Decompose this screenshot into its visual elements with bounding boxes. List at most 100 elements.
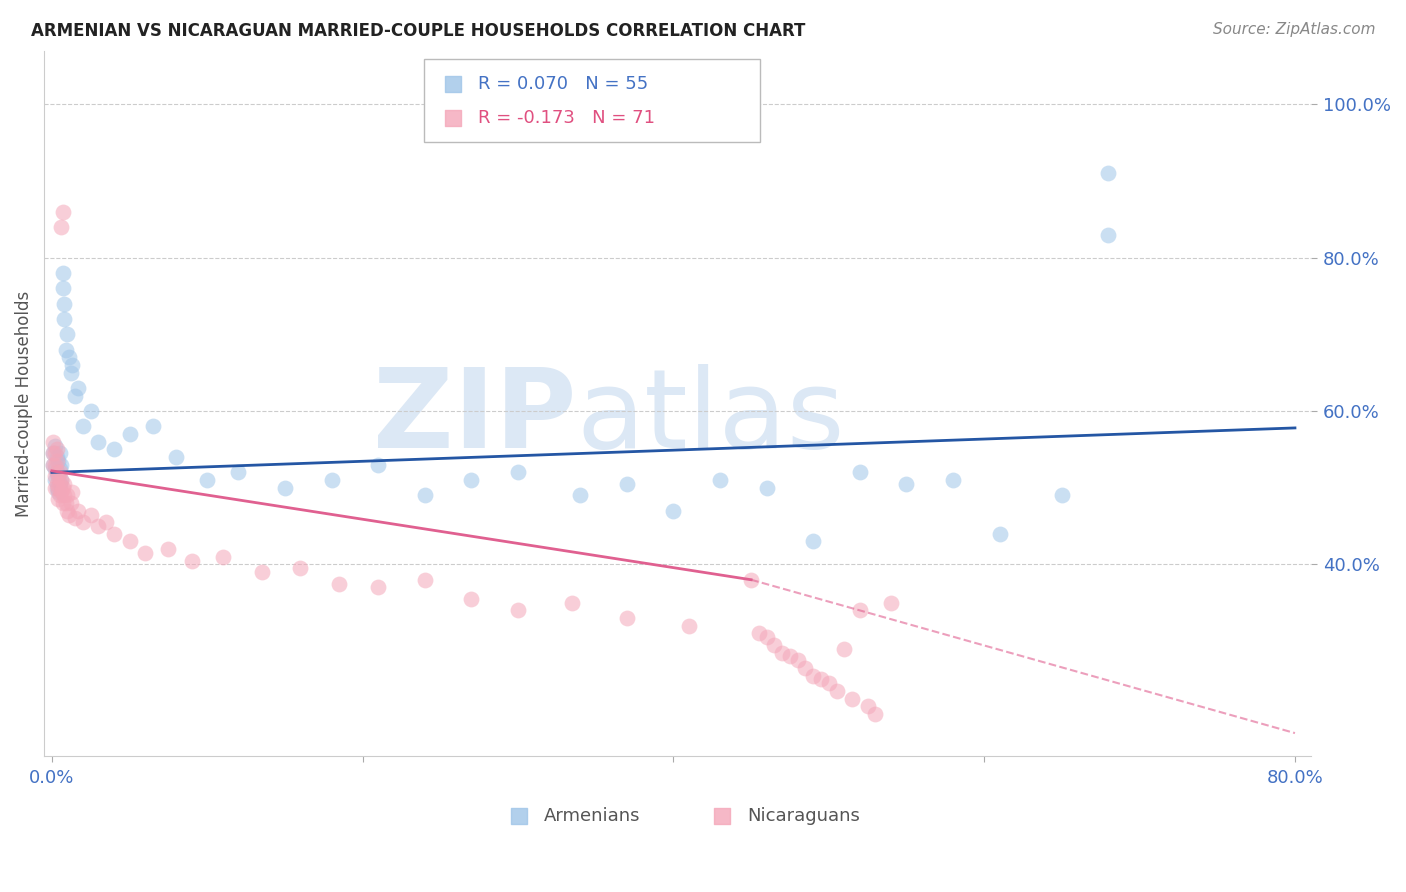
Point	[44, 469, 66, 483]
Point	[67, 381, 90, 395]
Point	[616, 611, 638, 625]
Point	[46, 492, 69, 507]
Point	[46, 481, 69, 495]
Text: Nicaraguans: Nicaraguans	[747, 807, 860, 825]
Point	[195, 473, 218, 487]
Point	[45, 466, 67, 480]
Point	[52, 204, 75, 219]
Point	[55, 496, 77, 510]
Point	[786, 653, 808, 667]
Point	[942, 473, 965, 487]
Text: ZIP: ZIP	[373, 364, 576, 471]
Text: R = -0.173   N = 71: R = -0.173 N = 71	[478, 109, 655, 127]
Point	[46, 454, 69, 468]
Text: Source: ZipAtlas.com: Source: ZipAtlas.com	[1212, 22, 1375, 37]
Point	[55, 343, 77, 357]
Point	[460, 473, 482, 487]
Point	[46, 469, 69, 483]
Point	[103, 526, 125, 541]
Point	[801, 668, 824, 682]
Point	[59, 496, 82, 510]
Point	[44, 461, 66, 475]
Point	[290, 561, 312, 575]
Point	[80, 508, 103, 522]
Point	[72, 419, 94, 434]
Point	[45, 442, 67, 457]
Point	[45, 466, 67, 480]
Point	[988, 526, 1011, 541]
Point	[274, 481, 297, 495]
Point	[56, 504, 79, 518]
Point	[53, 488, 76, 502]
Text: atlas: atlas	[576, 364, 845, 471]
Point	[46, 469, 69, 483]
Point	[48, 446, 70, 460]
Point	[763, 638, 786, 652]
Point	[59, 366, 82, 380]
Point	[460, 591, 482, 606]
Point	[42, 458, 65, 472]
Text: Armenians: Armenians	[544, 807, 641, 825]
Point	[45, 450, 67, 464]
Point	[48, 461, 70, 475]
Point	[45, 476, 67, 491]
Point	[1097, 166, 1119, 180]
Point	[748, 626, 770, 640]
Point	[211, 549, 233, 564]
Point	[543, 134, 565, 148]
Point	[770, 646, 793, 660]
Point	[42, 446, 65, 460]
Text: ARMENIAN VS NICARAGUAN MARRIED-COUPLE HOUSEHOLDS CORRELATION CHART: ARMENIAN VS NICARAGUAN MARRIED-COUPLE HO…	[31, 22, 806, 40]
Point	[44, 439, 66, 453]
Point	[72, 515, 94, 529]
Point	[755, 481, 778, 495]
Point	[53, 312, 76, 326]
Point	[367, 458, 389, 472]
Point	[48, 488, 70, 502]
Point	[413, 573, 436, 587]
Point	[52, 496, 75, 510]
Point	[367, 581, 389, 595]
Point	[58, 508, 80, 522]
Point	[569, 488, 592, 502]
Point	[134, 546, 156, 560]
Point	[53, 476, 76, 491]
Point	[834, 641, 856, 656]
Point	[51, 484, 73, 499]
Point	[825, 684, 848, 698]
Point	[46, 484, 69, 499]
Point	[801, 534, 824, 549]
Point	[856, 699, 879, 714]
Point	[103, 442, 125, 457]
Point	[506, 603, 529, 617]
Point	[48, 476, 70, 491]
Point	[543, 169, 565, 184]
Point	[63, 389, 86, 403]
Y-axis label: Married-couple Households: Married-couple Households	[15, 290, 32, 516]
Point	[321, 473, 343, 487]
Point	[328, 576, 350, 591]
Point	[849, 603, 872, 617]
Point	[51, 458, 73, 472]
Point	[157, 542, 180, 557]
Point	[56, 327, 79, 342]
Point	[44, 473, 66, 487]
Point	[51, 220, 73, 235]
Point	[51, 473, 73, 487]
Point	[44, 446, 66, 460]
Point	[709, 473, 731, 487]
Point	[118, 534, 141, 549]
Point	[165, 450, 187, 464]
Point	[42, 434, 65, 449]
Point	[96, 515, 118, 529]
Text: R = 0.070   N = 55: R = 0.070 N = 55	[478, 75, 648, 93]
Point	[810, 673, 832, 687]
Point	[142, 419, 165, 434]
Point	[53, 296, 76, 310]
Point	[87, 519, 110, 533]
Point	[45, 454, 67, 468]
Point	[880, 596, 903, 610]
Point	[52, 266, 75, 280]
Point	[60, 484, 83, 499]
Point	[849, 466, 872, 480]
